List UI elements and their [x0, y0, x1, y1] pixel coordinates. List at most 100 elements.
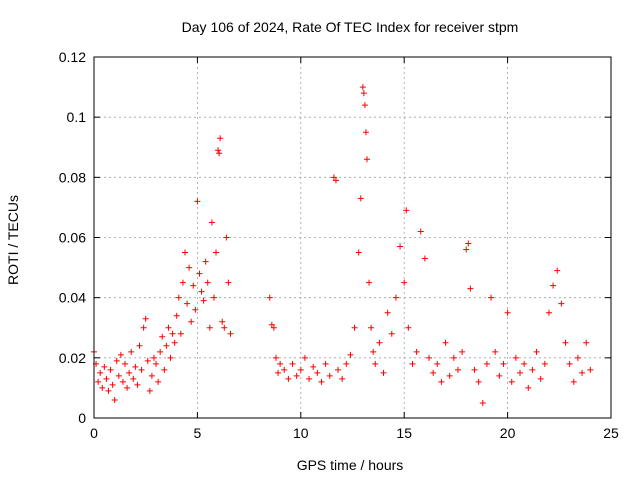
data-point — [463, 246, 470, 253]
data-point — [285, 375, 292, 382]
data-point — [289, 360, 296, 367]
data-point — [376, 339, 383, 346]
data-point — [213, 249, 220, 256]
data-point — [217, 135, 224, 142]
data-point — [266, 294, 273, 301]
data-point — [558, 300, 565, 307]
data-point — [438, 378, 445, 385]
data-point — [142, 315, 149, 322]
x-axis-label: GPS time / hours — [297, 457, 404, 473]
data-point — [268, 321, 275, 328]
data-point — [128, 348, 135, 355]
data-point — [136, 342, 143, 349]
data-point — [175, 294, 182, 301]
data-point — [368, 324, 375, 331]
data-point — [454, 366, 461, 373]
data-point — [99, 384, 106, 391]
data-point — [310, 363, 317, 370]
data-point — [322, 360, 329, 367]
data-point — [297, 366, 304, 373]
data-point — [122, 360, 129, 367]
data-point — [146, 387, 153, 394]
data-point — [384, 309, 391, 316]
data-points — [91, 84, 594, 406]
data-point — [293, 372, 300, 379]
data-point — [223, 234, 230, 241]
x-tick-label: 20 — [500, 425, 516, 441]
data-point — [332, 177, 339, 184]
data-point — [579, 369, 586, 376]
data-point — [161, 366, 168, 373]
data-point — [434, 360, 441, 367]
data-point — [167, 354, 174, 361]
data-point — [144, 357, 151, 364]
data-point — [363, 156, 370, 163]
data-point — [475, 378, 482, 385]
data-point — [124, 384, 131, 391]
data-point — [500, 360, 507, 367]
data-point — [372, 360, 379, 367]
x-tick-label: 0 — [90, 425, 98, 441]
data-point — [467, 285, 474, 292]
data-point — [483, 360, 490, 367]
data-point — [417, 228, 424, 235]
data-point — [204, 279, 211, 286]
data-point — [111, 396, 118, 403]
data-point — [401, 279, 408, 286]
data-point — [169, 330, 176, 337]
axis-ticks: 0 5 10 15 20 25 0 0.02 0.04 0.06 0.08 0.1 0.12 — [59, 49, 619, 441]
data-point — [115, 372, 122, 379]
data-point — [181, 249, 188, 256]
data-point — [301, 354, 308, 361]
data-point — [119, 378, 126, 385]
data-point — [330, 174, 337, 181]
data-point — [173, 312, 180, 319]
data-point — [225, 279, 232, 286]
plot-frame — [93, 56, 612, 419]
data-point — [275, 369, 282, 376]
data-point — [208, 219, 215, 226]
data-point — [270, 324, 277, 331]
data-point — [103, 375, 110, 382]
data-point — [215, 147, 222, 154]
data-point — [221, 324, 228, 331]
data-point — [109, 381, 116, 388]
data-point — [366, 279, 373, 286]
y-tick-label: 0.12 — [59, 49, 86, 65]
x-tick-label: 25 — [603, 425, 619, 441]
data-point — [360, 90, 367, 97]
data-point — [504, 309, 511, 316]
x-tick-label: 10 — [293, 425, 309, 441]
data-point — [361, 102, 368, 109]
data-point — [492, 348, 499, 355]
data-point — [545, 309, 552, 316]
data-point — [583, 339, 590, 346]
data-point — [140, 324, 147, 331]
data-point — [562, 339, 569, 346]
data-point — [206, 324, 213, 331]
y-tick-label: 0.02 — [59, 350, 86, 366]
data-point — [335, 366, 342, 373]
data-point — [380, 369, 387, 376]
data-point — [194, 198, 201, 205]
data-point — [148, 372, 155, 379]
data-point — [459, 348, 466, 355]
data-point — [574, 354, 581, 361]
data-point — [554, 267, 561, 274]
data-point — [570, 378, 577, 385]
data-point — [306, 375, 313, 382]
data-point — [155, 378, 162, 385]
data-point — [130, 375, 137, 382]
data-point — [446, 372, 453, 379]
data-point — [450, 354, 457, 361]
data-point — [159, 333, 166, 340]
x-tick-label: 15 — [396, 425, 412, 441]
grid-lines — [94, 57, 611, 418]
data-point — [465, 240, 472, 247]
data-point — [272, 354, 279, 361]
data-point — [343, 360, 350, 367]
data-point — [362, 129, 369, 136]
data-point — [347, 351, 354, 358]
data-point — [421, 255, 428, 262]
data-point — [198, 288, 205, 295]
